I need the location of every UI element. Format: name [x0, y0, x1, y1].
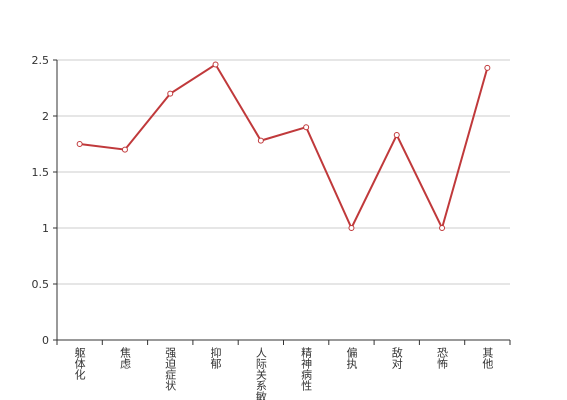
y-tick-label: 2 [42, 110, 49, 123]
point [167, 90, 174, 97]
x-tick-label: 焦虑 [118, 347, 131, 369]
y-tick-label: 2.5 [32, 54, 50, 67]
x-tick-label: 恐怖 [436, 347, 449, 369]
point [439, 225, 446, 231]
point [212, 61, 219, 68]
y-tick-label: 1.5 [32, 166, 50, 179]
line [79, 63, 489, 231]
point [348, 225, 355, 231]
x-tick-label: 躯体化 [73, 347, 86, 381]
y-tick-label: 1 [42, 222, 49, 235]
x-tick-label: 精神病性 [300, 347, 313, 392]
x-tick-label: 偏执 [345, 346, 358, 370]
x-tick-label: 其他 [481, 347, 494, 369]
y-tick-label: 0.5 [32, 278, 50, 291]
x-tick-label: 强迫症状 [164, 347, 177, 391]
point [257, 137, 264, 144]
x-tick-label: 敌对 [390, 346, 403, 369]
x-tick-label: 抑郁 [209, 346, 222, 369]
point [121, 146, 128, 153]
x-tick-label: 人际关系敏感 [254, 347, 267, 400]
point [76, 141, 83, 147]
point [484, 64, 491, 71]
point [303, 124, 310, 131]
y-tick-label: 0 [42, 334, 49, 347]
point [393, 132, 400, 139]
